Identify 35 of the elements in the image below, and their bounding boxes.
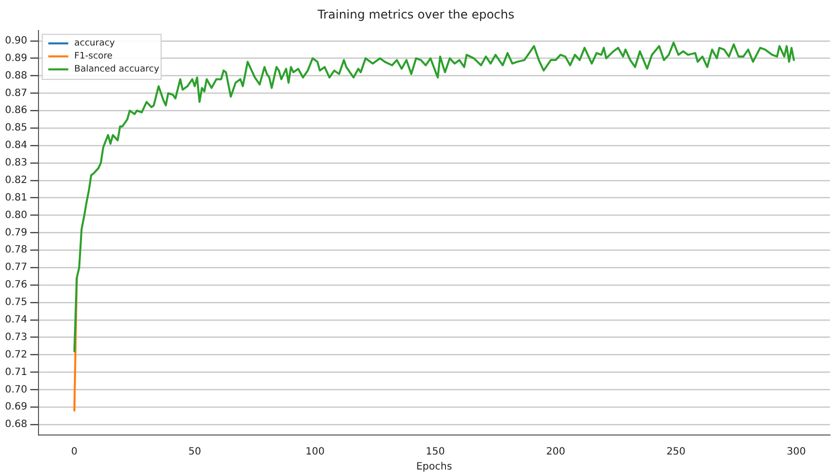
y-tick-label: 0.87 — [5, 88, 28, 99]
y-tick-label: 0.70 — [5, 384, 28, 396]
y-tick-label: 0.85 — [5, 122, 28, 134]
y-tick-label: 0.89 — [5, 52, 28, 64]
y-tick-label: 0.84 — [5, 140, 28, 152]
y-tick-label: 0.81 — [5, 192, 28, 204]
y-tick-label: 0.88 — [5, 70, 28, 82]
y-tick-label: 0.79 — [5, 227, 28, 238]
y-tick-label: 0.68 — [5, 419, 28, 430]
legend-label: accuracy — [74, 38, 116, 49]
chart-title: Training metrics over the epochs — [316, 7, 514, 22]
y-tick-label: 0.90 — [5, 35, 28, 46]
y-tick-label: 0.75 — [5, 297, 28, 308]
y-tick-label: 0.73 — [5, 332, 28, 343]
y-tick-label: 0.76 — [5, 280, 28, 291]
x-tick-label: 300 — [786, 446, 806, 458]
x-tick-label: 50 — [188, 446, 202, 458]
y-tick-label: 0.80 — [5, 210, 28, 221]
x-axis-title: Epochs — [416, 462, 452, 473]
y-tick-label: 0.86 — [5, 105, 28, 116]
legend-label: Balanced accuarcy — [74, 64, 160, 75]
y-tick-label: 0.78 — [5, 244, 28, 256]
y-tick-label: 0.72 — [5, 349, 28, 360]
legend-label: F1-score — [74, 52, 114, 62]
y-tick-label: 0.83 — [5, 158, 28, 169]
x-tick-label: 150 — [426, 446, 445, 458]
y-tick-label: 0.71 — [5, 366, 28, 378]
y-tick-label: 0.82 — [5, 174, 28, 186]
x-tick-label: 250 — [666, 446, 686, 458]
y-tick-label: 0.69 — [5, 402, 28, 413]
x-tick-label: 100 — [305, 446, 325, 458]
x-tick-label: 0 — [71, 446, 78, 458]
y-tick-label: 0.77 — [5, 262, 28, 274]
y-tick-label: 0.74 — [5, 314, 28, 326]
x-tick-label: 200 — [546, 446, 566, 458]
